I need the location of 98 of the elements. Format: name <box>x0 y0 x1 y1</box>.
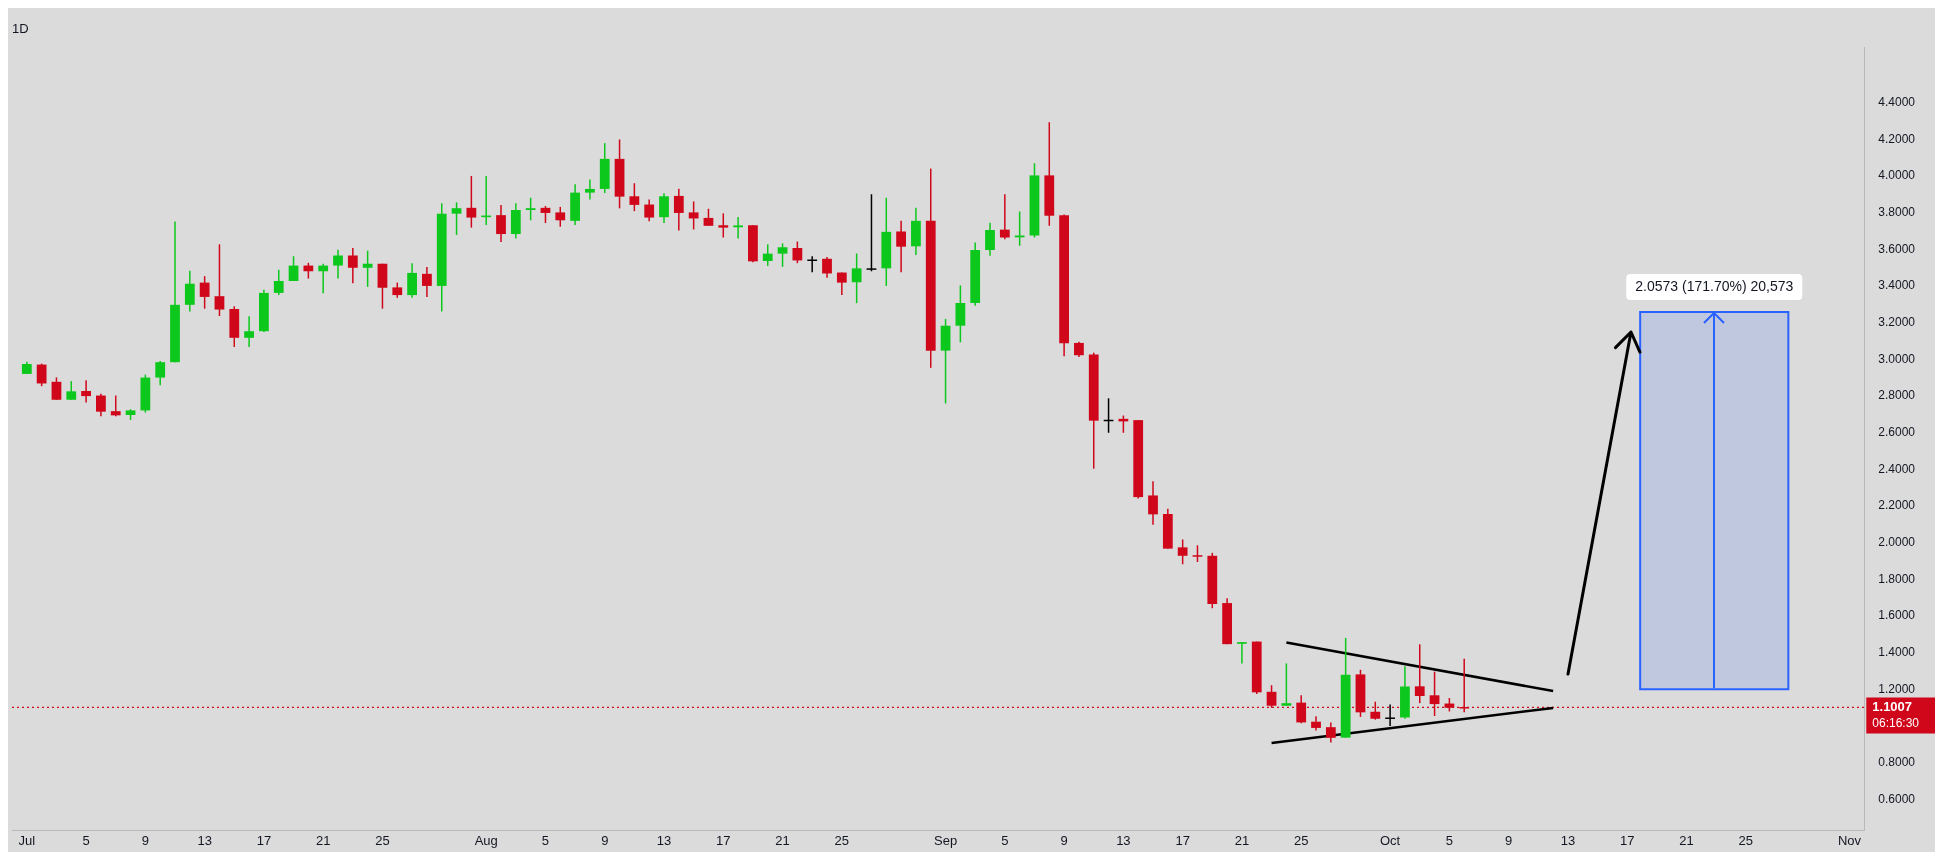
candlestick <box>659 192 669 224</box>
x-tick-label: 9 <box>141 832 149 848</box>
candlestick <box>362 249 373 288</box>
candlestick <box>407 262 417 299</box>
candlestick <box>110 394 121 418</box>
candlestick <box>955 284 966 344</box>
y-tick-label: 4.4000 <box>1878 94 1916 109</box>
x-tick-label: 25 <box>1293 832 1309 848</box>
candlestick <box>985 221 995 257</box>
x-tick-label: 5 <box>1445 832 1453 848</box>
x-tick-label: 9 <box>601 832 609 848</box>
y-tick-label: 2.8000 <box>1878 388 1916 403</box>
candlestick <box>629 182 640 212</box>
x-tick-label: Aug <box>474 832 498 848</box>
x-tick-label: Oct <box>1379 832 1401 848</box>
y-tick-label: 2.2000 <box>1878 498 1916 513</box>
y-tick-label: 1.8000 <box>1878 571 1916 586</box>
x-tick-label: 17 <box>256 832 272 848</box>
x-tick-label: 13 <box>197 832 212 848</box>
candlestick <box>777 242 788 268</box>
y-tick-label: 3.0000 <box>1878 351 1916 366</box>
y-tick-label: 3.8000 <box>1878 204 1916 219</box>
y-tick-label: 3.2000 <box>1878 314 1916 329</box>
x-tick-label: 5 <box>541 832 550 848</box>
candlestick <box>199 275 210 310</box>
candlestick <box>762 243 773 267</box>
candlestick <box>81 379 91 404</box>
x-tick-label: 25 <box>834 832 850 848</box>
y-tick-label: 2.0000 <box>1878 534 1916 549</box>
candlestick <box>1237 641 1247 665</box>
candlestick <box>1177 538 1188 565</box>
x-tick-label: 13 <box>1116 832 1131 848</box>
candlestick <box>1148 480 1158 526</box>
candlestick <box>718 212 729 239</box>
x-tick-label: Nov <box>1837 832 1862 848</box>
x-tick-label: Jul <box>18 832 36 848</box>
y-tick-label: 2.6000 <box>1878 424 1916 439</box>
x-tick-label: 21 <box>1234 832 1250 848</box>
candlestick <box>36 362 47 387</box>
candlestick <box>999 193 1010 241</box>
x-tick-label: 25 <box>375 832 390 848</box>
candlestick <box>51 376 62 401</box>
candlestick <box>273 269 284 296</box>
candlestick <box>733 216 743 240</box>
x-tick-label: 13 <box>656 832 672 848</box>
candlestick <box>451 201 462 236</box>
candlestick <box>644 198 655 222</box>
x-tick-label: 17 <box>716 832 731 848</box>
y-tick-label: 1.4000 <box>1878 644 1916 659</box>
y-tick-label: 3.4000 <box>1878 278 1916 293</box>
y-tick-label: 1.6000 <box>1878 608 1916 623</box>
x-tick-label: 5 <box>1001 832 1009 848</box>
band-label: 2.0573 (171.70%) 20,573 <box>1635 277 1794 294</box>
candlestick <box>96 392 106 418</box>
candlestick <box>66 380 77 401</box>
candlestick <box>851 252 862 304</box>
y-tick-label: 1.2000 <box>1878 681 1916 696</box>
candlestick <box>555 206 566 228</box>
candlestick <box>866 193 877 273</box>
x-tick-label: 25 <box>1738 832 1753 848</box>
y-tick-label: 4.0000 <box>1878 168 1916 183</box>
y-tick-label: 0.8000 <box>1878 754 1916 769</box>
text: 06:16:30 <box>1872 715 1920 730</box>
chart-title: 1D <box>12 21 29 37</box>
y-tick-label: 2.4000 <box>1878 461 1916 476</box>
candlestick <box>214 243 225 317</box>
y-tick-label: 3.6000 <box>1878 241 1916 256</box>
candlestick <box>422 266 432 298</box>
x-tick-label: 13 <box>1560 832 1576 848</box>
candlestick <box>1281 662 1292 707</box>
candlestick <box>1325 721 1336 744</box>
candlestick <box>466 175 477 229</box>
x-tick-label: Sep <box>933 832 958 848</box>
candlestick <box>792 240 803 264</box>
candlestick <box>1414 643 1425 704</box>
candlestick <box>673 188 684 232</box>
x-tick-label: 5 <box>82 832 90 848</box>
candlestick <box>688 200 699 231</box>
candlestick <box>496 204 506 243</box>
y-tick-label: 4.2000 <box>1878 131 1916 146</box>
x-tick-label: 17 <box>1175 832 1190 848</box>
x-tick-label: 21 <box>775 832 790 848</box>
candlestick <box>184 269 195 313</box>
candlestick <box>333 249 343 280</box>
x-tick-label: 9 <box>1060 832 1068 848</box>
candlestick <box>155 360 166 387</box>
candlestick <box>585 178 595 201</box>
candlestick <box>525 196 536 222</box>
candlestick <box>347 247 358 284</box>
candlestick <box>822 256 832 279</box>
x-tick-label: 9 <box>1505 832 1513 848</box>
candlestick <box>896 219 906 273</box>
x-tick-label: 17 <box>1619 832 1635 848</box>
ref-line-label: 1.1007 <box>1872 699 1913 715</box>
x-tick-label: 21 <box>1679 832 1694 848</box>
x-tick-label: 21 <box>315 832 331 848</box>
candlestick <box>244 315 254 348</box>
y-tick-label: 0.6000 <box>1878 791 1916 806</box>
